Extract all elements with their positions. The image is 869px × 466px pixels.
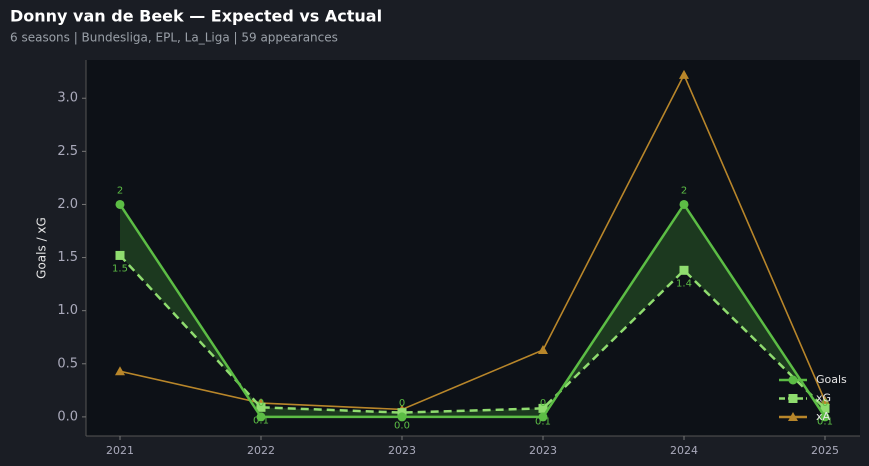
data-label: 0.0 xyxy=(394,421,410,432)
y-tick-label: 1.0 xyxy=(57,303,78,318)
x-tick-label: 2021 xyxy=(106,444,134,457)
data-label: 1.4 xyxy=(676,278,692,289)
data-label: 2 xyxy=(681,185,687,196)
point xyxy=(820,412,830,422)
x-tick-label: 2023 xyxy=(388,444,416,457)
y-tick-label: 2.5 xyxy=(57,144,78,159)
point xyxy=(679,69,689,79)
point xyxy=(538,344,548,354)
data-label: 2 xyxy=(117,185,123,196)
y-tick-label: 0.5 xyxy=(57,356,78,371)
data-label: 0 xyxy=(399,398,405,409)
line xyxy=(119,72,826,411)
y-tick-label: 2.0 xyxy=(57,197,78,212)
chart-title: Donny van de Beek — Expected vs Actual xyxy=(10,7,382,26)
y-tick-label: 3.0 xyxy=(57,91,78,106)
point xyxy=(256,402,266,412)
plot-area xyxy=(86,60,860,436)
legend-marker xyxy=(788,394,798,403)
legend-label: xA xyxy=(816,410,831,423)
legend-label: xG xyxy=(816,392,831,405)
data-label: 0 xyxy=(822,398,828,409)
point xyxy=(397,412,407,422)
x-tick-label: 2023 xyxy=(529,444,557,457)
x-tick-label: 2025 xyxy=(811,444,839,457)
point xyxy=(115,250,125,260)
point xyxy=(679,199,689,209)
point xyxy=(820,403,830,413)
point xyxy=(538,403,548,413)
point xyxy=(538,412,548,422)
data-label: 1.5 xyxy=(112,263,128,274)
legend-marker xyxy=(788,412,798,421)
point xyxy=(679,265,689,275)
point xyxy=(820,395,830,405)
data-label: 0 xyxy=(258,398,264,409)
y-axis-label: Goals / xG xyxy=(35,217,49,279)
line xyxy=(118,202,827,419)
chart-subtitle: 6 seasons | Bundesliga, EPL, La_Liga | 5… xyxy=(10,31,338,45)
data-label: 0.1 xyxy=(535,416,551,427)
point xyxy=(115,366,125,376)
x-tick-label: 2022 xyxy=(247,444,275,457)
legend-label: Goals xyxy=(816,373,847,386)
x-tick-label: 2024 xyxy=(670,444,698,457)
legend-marker xyxy=(788,375,798,385)
point xyxy=(115,199,125,209)
data-label: 0 xyxy=(540,398,546,409)
data-label: 0.1 xyxy=(817,416,833,427)
y-tick-label: 1.5 xyxy=(57,250,78,265)
point xyxy=(256,412,266,422)
y-tick-label: 0.0 xyxy=(57,409,78,424)
